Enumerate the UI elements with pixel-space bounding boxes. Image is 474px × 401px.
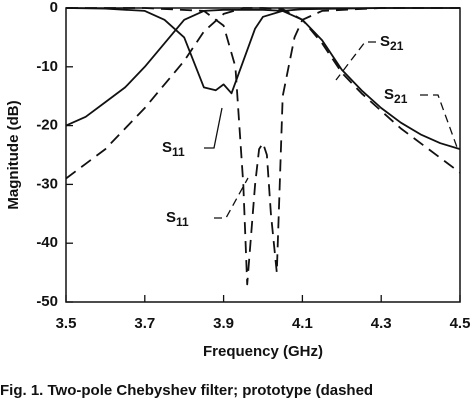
- annotation: S11: [162, 139, 185, 159]
- leader-line: [204, 107, 223, 149]
- annotation: S21: [380, 33, 404, 53]
- leader-line: [214, 177, 249, 219]
- annotation-main: S: [162, 139, 172, 156]
- leader-line: [335, 41, 376, 81]
- annotation-main: S: [384, 86, 394, 103]
- y-tick-label: -10: [36, 58, 58, 75]
- x-tick-label: 4.1: [292, 315, 313, 332]
- annotation-subscript: 21: [394, 92, 408, 106]
- series-line: [65, 7, 460, 95]
- y-tick-label: -20: [36, 117, 58, 134]
- annotation-main: S: [380, 33, 390, 50]
- x-tick-label: 4.5: [450, 315, 471, 332]
- y-axis-label: Magnitude (dB): [5, 100, 22, 209]
- annotation-subscript: 11: [176, 215, 189, 229]
- y-tick-label: -30: [36, 175, 58, 192]
- series-line: [65, 8, 461, 150]
- leader-line: [420, 94, 459, 151]
- annotation: S11: [166, 209, 189, 229]
- annotation: S21: [384, 86, 408, 106]
- series-line: [66, 7, 460, 286]
- x-axis-label: Frequency (GHz): [203, 343, 323, 360]
- y-tick-label: 0: [50, 0, 58, 16]
- y-tick-label: -50: [36, 293, 58, 310]
- caption: Fig. 1. Two-pole Chebyshev filter; proto…: [0, 382, 373, 399]
- x-tick-label: 3.5: [56, 315, 77, 332]
- x-tick-label: 3.9: [213, 315, 234, 332]
- annotation-main: S: [166, 209, 176, 226]
- x-tick-label: 3.7: [134, 315, 155, 332]
- annotation-subscript: 21: [390, 39, 404, 53]
- y-tick-label: -40: [36, 234, 58, 251]
- x-tick-label: 4.3: [371, 315, 392, 332]
- series-line: [65, 7, 461, 180]
- annotation-subscript: 11: [172, 145, 185, 159]
- leader-lines: [204, 41, 459, 219]
